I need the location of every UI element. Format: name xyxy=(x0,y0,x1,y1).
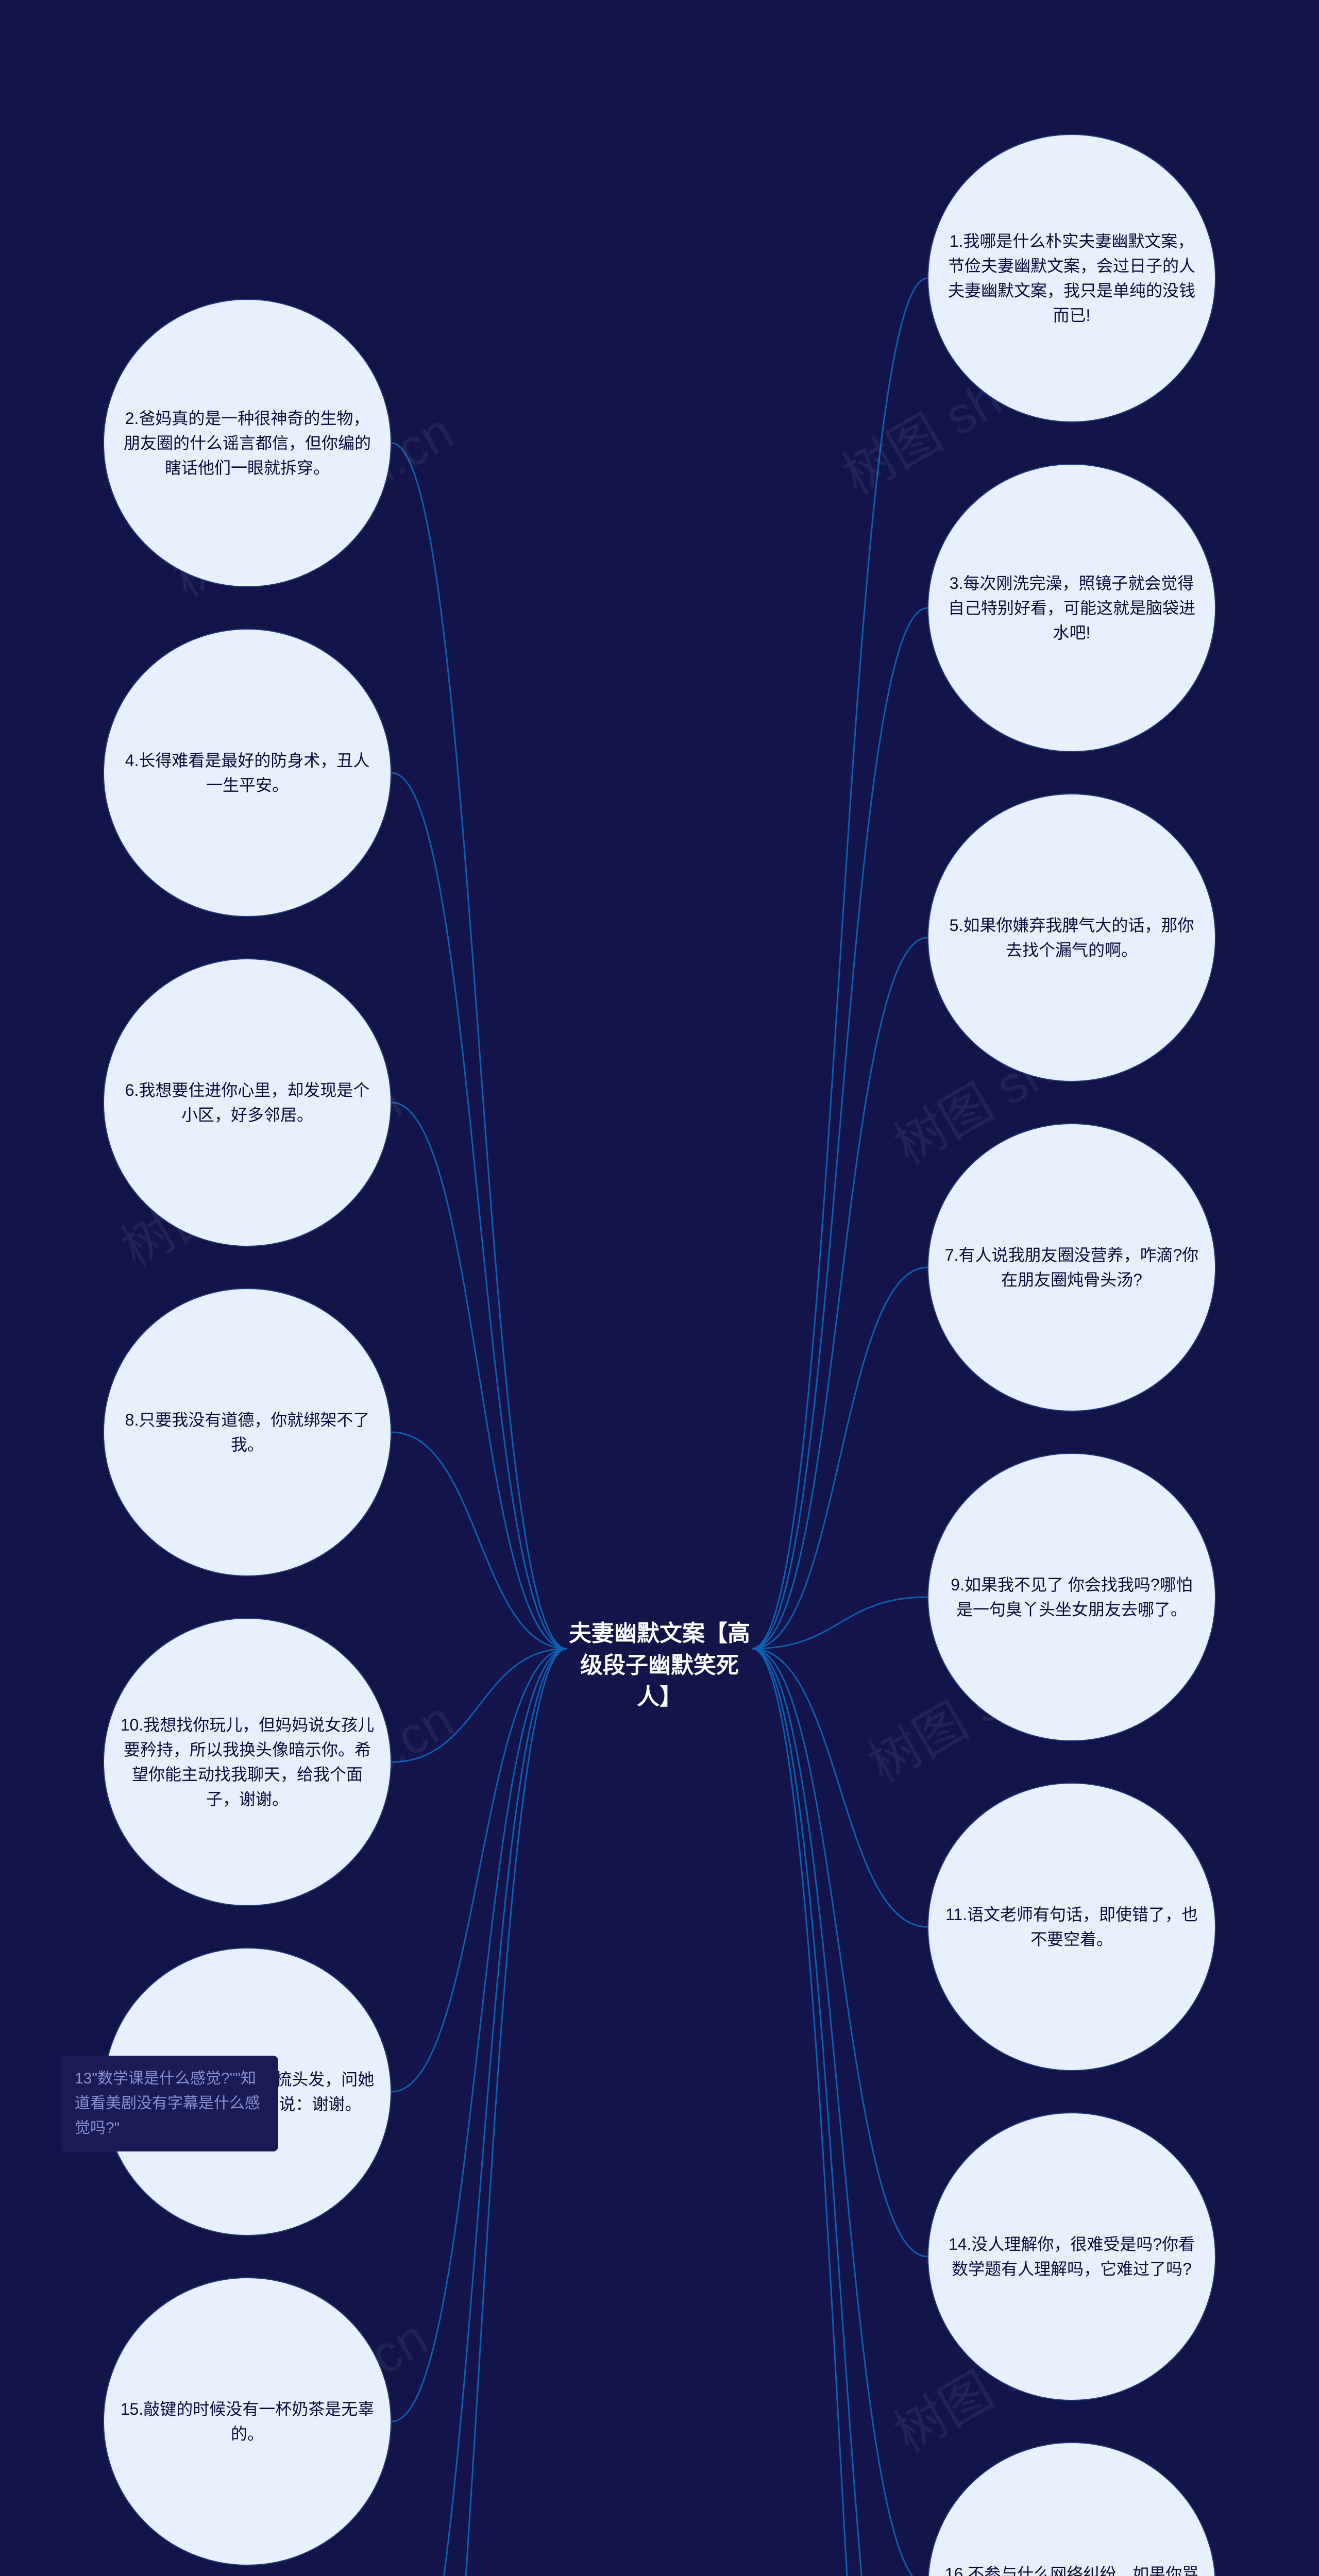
edge xyxy=(752,938,927,1649)
joke-node: 4.长得难看是最好的防身术，丑人一生平安。 xyxy=(103,629,392,917)
joke-text: 3.每次刚洗完澡，照镜子就会觉得自己特别好看，可能这就是脑袋进水吧! xyxy=(928,555,1215,660)
joke-text: 16.不参与什么网络纠纷，如果你骂我，我就关机！ xyxy=(928,2546,1215,2576)
edge xyxy=(752,1597,927,1649)
joke-text: 6.我想要住进你心里，却发现是个小区，好多邻居。 xyxy=(104,1062,391,1143)
joke-node: 9.如果我不见了 你会找我吗?哪怕是一句臭丫头坐女朋友去哪了。 xyxy=(927,1453,1216,1741)
joke-node: 15.敲键的时候没有一杯奶茶是无辜的。 xyxy=(103,2277,392,2566)
joke-text: 11.语文老师有句话，即使错了，也不要空着。 xyxy=(928,1887,1215,1967)
edge xyxy=(752,278,927,1649)
edge xyxy=(752,1267,927,1649)
joke-node: 2.爸妈真的是一种很神奇的生物，朋友圈的什么谣言都信，但你编的瞎话他们一眼就拆穿… xyxy=(103,299,392,587)
joke-text: 10.我想找你玩儿，但妈妈说女孩儿要矜持，所以我换头像暗示你。希望你能主动找我聊… xyxy=(104,1697,391,1827)
joke-text: 8.只要我没有道德，你就绑架不了我。 xyxy=(104,1392,391,1472)
edge xyxy=(392,773,567,1649)
joke-text: 4.长得难看是最好的防身术，丑人一生平安。 xyxy=(104,733,391,813)
joke-node: 7.有人说我朋友圈没营养，咋滴?你在朋友圈炖骨头汤? xyxy=(927,1123,1216,1412)
edge xyxy=(752,1649,927,2257)
joke-node: 16.不参与什么网络纠纷，如果你骂我，我就关机！ xyxy=(927,2442,1216,2576)
joke-node: 14.没人理解你，很难受是吗?你看数学题有人理解吗，它难过了吗? xyxy=(927,2112,1216,2401)
joke-node: 8.只要我没有道德，你就绑架不了我。 xyxy=(103,1288,392,1577)
joke-text: 14.没人理解你，很难受是吗?你看数学题有人理解吗，它难过了吗? xyxy=(928,2216,1215,2297)
joke-text: 2.爸妈真的是一种很神奇的生物，朋友圈的什么谣言都信，但你编的瞎话他们一眼就拆穿… xyxy=(104,391,391,496)
joke-node: 6.我想要住进你心里，却发现是个小区，好多邻居。 xyxy=(103,958,392,1247)
sub-joke-text: 13"数学课是什么感觉?""知道看美剧没有字幕是什么感觉吗?" xyxy=(75,2070,260,2137)
joke-node: 3.每次刚洗完澡，照镜子就会觉得自己特别好看，可能这就是脑袋进水吧! xyxy=(927,464,1216,752)
edge xyxy=(752,1649,927,2576)
edge xyxy=(392,1432,567,1649)
joke-text: 9.如果我不见了 你会找我吗?哪怕是一句臭丫头坐女朋友去哪了。 xyxy=(928,1557,1215,1637)
edge xyxy=(752,1649,927,2576)
edge xyxy=(392,1103,567,1649)
edge xyxy=(392,1649,567,2576)
edge xyxy=(392,1649,567,2092)
center-title: 夫妻幽默文案【高级段子幽默笑死人】 xyxy=(567,1618,752,1713)
edge xyxy=(752,608,927,1649)
edge xyxy=(752,1649,927,1927)
edge xyxy=(392,1649,567,2421)
joke-node: 5.如果你嫌弃我脾气大的话，那你去找个漏气的啊。 xyxy=(927,793,1216,1082)
edge xyxy=(392,1649,567,2576)
joke-text: 7.有人说我朋友圈没营养，咋滴?你在朋友圈炖骨头汤? xyxy=(928,1227,1215,1308)
edge xyxy=(392,443,567,1649)
joke-node: 1.我哪是什么朴实夫妻幽默文案，节俭夫妻幽默文案，会过日子的人夫妻幽默文案，我只… xyxy=(927,134,1216,422)
joke-node: 11.语文老师有句话，即使错了，也不要空着。 xyxy=(927,1783,1216,2071)
joke-text: 5.如果你嫌弃我脾气大的话，那你去找个漏气的啊。 xyxy=(928,897,1215,978)
edge xyxy=(752,1649,927,2576)
joke-node: 10.我想找你玩儿，但妈妈说女孩儿要矜持，所以我换头像暗示你。希望你能主动找我聊… xyxy=(103,1618,392,1906)
sub-joke-node: 13"数学课是什么感觉?""知道看美剧没有字幕是什么感觉吗?" xyxy=(62,2056,278,2151)
joke-text: 1.我哪是什么朴实夫妻幽默文案，节俭夫妻幽默文案，会过日子的人夫妻幽默文案，我只… xyxy=(928,213,1215,343)
center-title-text: 夫妻幽默文案【高级段子幽默笑死人】 xyxy=(569,1621,750,1709)
joke-text: 15.敲键的时候没有一杯奶茶是无辜的。 xyxy=(104,2381,391,2462)
edge xyxy=(392,1649,567,1762)
